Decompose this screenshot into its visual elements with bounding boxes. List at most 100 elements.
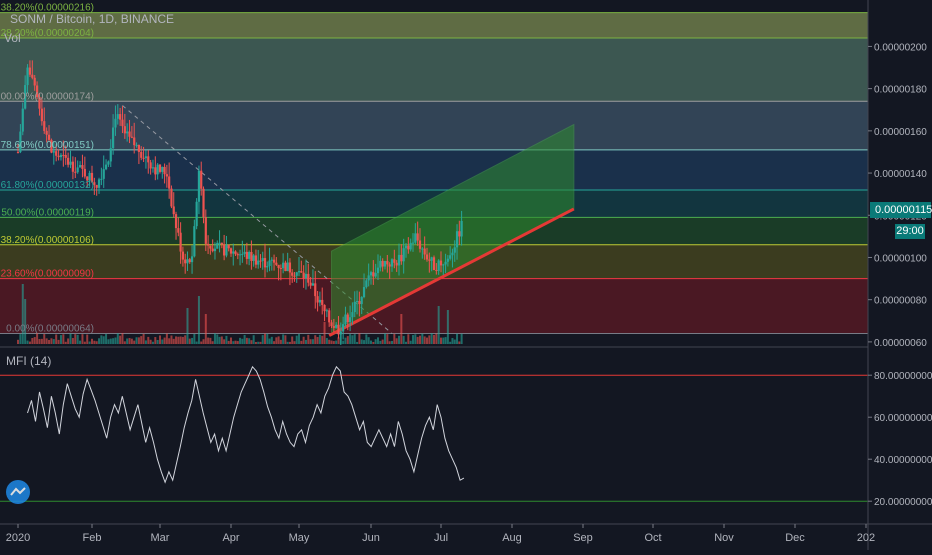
volume-bar [62,334,65,344]
candle-body [362,287,366,298]
candle-body [186,259,189,264]
candle-body [229,248,233,254]
candle-body [69,161,72,165]
volume-bar [458,341,461,344]
candle-body [272,259,276,263]
volume-bar [288,341,291,344]
candle-body [213,248,217,252]
fib-labels: 0.00%(0.00000064) 23.60%(0.00000090) 38.20… [0,3,94,335]
candle-body [365,280,368,288]
candle-body [455,231,459,248]
fib-zones [0,12,868,334]
candle-body [216,242,219,249]
volume-bar [170,335,173,344]
candle-body [360,297,363,305]
candle-body [195,201,198,227]
candle-body [302,272,305,279]
candle-body [325,310,328,312]
volume-bar [398,335,400,344]
candle-body [81,165,84,169]
volume-bar [388,341,391,344]
volume-bar [213,333,216,344]
candle-body [446,258,449,262]
candle-body [188,259,191,263]
volume-bar [405,341,407,344]
volume-bar [270,336,273,344]
fib-zone [0,101,868,150]
volume-bar [67,338,70,344]
candle-body [47,134,51,140]
volume-bar [460,333,463,344]
candle-body [67,157,70,165]
fib-level-label: 38.20%(0.00000106) [1,235,94,246]
volume-bar [442,337,445,344]
volume-bar [363,340,366,344]
candle-body [225,244,228,256]
volume-bar [188,338,191,344]
volume-bar [202,339,205,344]
candle-body [74,171,77,173]
candle-body [348,317,352,323]
volume-bar [261,335,264,344]
candle-body [40,108,43,122]
candle-body [174,214,178,229]
candle-body [261,258,264,261]
volume-bar [449,341,452,344]
volume-bar [311,339,314,344]
volume-bar [40,338,43,344]
volume-bar [437,306,440,344]
volume-bar [321,335,324,344]
candle-body [202,188,205,218]
volume-bar [259,341,262,344]
volume-bar [451,338,454,344]
candle-body [407,245,410,250]
drawings [122,105,575,337]
volume-bar [346,336,349,344]
fib-zone [0,37,868,102]
candle-body [449,255,452,259]
candle-body [367,275,370,281]
candle-body [151,167,155,169]
fib-level-label: 138.20%(0.00000216) [0,3,94,14]
candle-body [209,245,212,249]
candle-body [428,259,431,261]
volume-bar [250,340,253,344]
volume-bar [159,335,161,344]
volume-bar [273,341,276,344]
candle-body [57,155,60,158]
volume-bar [316,336,319,344]
volume-bar [365,334,368,344]
fib-level-label: 128.20%(0.00000204) [0,28,94,39]
volume-bar [149,339,152,344]
candle-body [170,188,173,207]
time-tick-label: Dec [785,532,805,544]
volume-bar [163,337,166,344]
candle-body [390,259,394,267]
candle-body [26,67,29,86]
candle-body [344,314,347,325]
candle-body [318,299,322,303]
candle-body [121,119,124,127]
candle-body [418,240,422,249]
candle-body [109,148,112,162]
volume-bar [232,341,235,344]
volume-bar [116,333,119,344]
candle-body [404,245,408,249]
tradingview-logo-icon[interactable] [6,480,30,504]
volume-bar [142,333,145,344]
volume-bar [98,338,101,344]
candle-body [52,151,55,153]
candle-body [321,299,324,305]
candle-body [181,251,185,260]
volume-bar [379,340,382,344]
candle-body [142,157,145,159]
candle-body [95,184,98,188]
volume-bar [105,334,108,344]
candle-body [295,272,298,276]
candle-body [393,259,396,263]
volume-bar [440,337,442,344]
candle-body [358,301,361,305]
volume-bar [144,340,147,344]
